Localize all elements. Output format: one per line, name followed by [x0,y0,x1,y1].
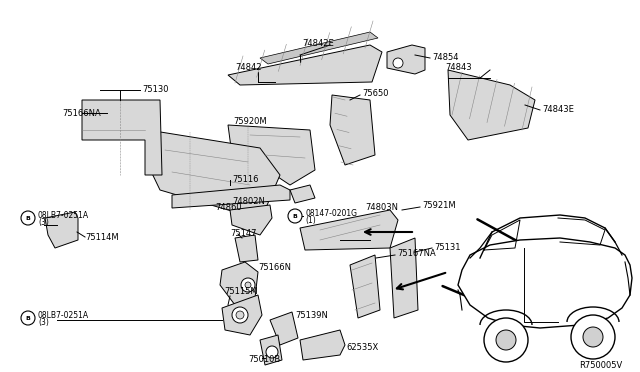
Polygon shape [228,45,382,85]
Polygon shape [290,185,315,203]
Text: 75166N: 75166N [258,263,291,273]
Text: 74842: 74842 [235,64,262,73]
Text: 74803N: 74803N [365,202,398,212]
Text: B: B [26,315,31,321]
Text: 74802N: 74802N [232,198,265,206]
Circle shape [232,307,248,323]
Text: 75920M: 75920M [233,116,267,125]
Polygon shape [222,295,262,335]
Text: 74854: 74854 [432,52,458,61]
Polygon shape [220,262,258,305]
Text: 08LB7-0251A: 08LB7-0251A [38,211,89,219]
Text: 75116: 75116 [232,174,259,183]
Polygon shape [172,185,290,208]
Polygon shape [45,212,78,248]
Text: 74860: 74860 [215,203,242,212]
Text: 75167NA: 75167NA [397,248,436,257]
Text: 75139N: 75139N [295,311,328,321]
Polygon shape [387,45,425,74]
Text: 62535X: 62535X [346,343,378,352]
Polygon shape [458,238,632,328]
Text: R750005V: R750005V [579,360,622,369]
Circle shape [583,327,603,347]
Text: 74843E: 74843E [542,106,574,115]
Text: 08LB7-0251A: 08LB7-0251A [38,311,89,320]
Circle shape [241,278,255,292]
Polygon shape [148,130,280,215]
Polygon shape [228,125,315,185]
Text: B: B [292,214,298,218]
Polygon shape [230,205,272,235]
Text: 75130: 75130 [142,86,168,94]
Text: 75147: 75147 [230,228,257,237]
Polygon shape [82,100,162,175]
Polygon shape [260,335,282,365]
Text: (3): (3) [38,218,49,228]
Text: 75921M: 75921M [422,202,456,211]
Text: 75131: 75131 [434,243,461,251]
Text: (1): (1) [305,217,316,225]
Polygon shape [235,235,258,262]
Text: 75114M: 75114M [85,234,118,243]
Polygon shape [260,32,378,64]
Polygon shape [350,255,380,318]
Circle shape [496,330,516,350]
Circle shape [288,209,302,223]
Text: 74842E: 74842E [302,38,333,48]
Text: 74843: 74843 [445,62,472,71]
Text: 75010B: 75010B [248,356,280,365]
Text: B: B [26,215,31,221]
Circle shape [245,282,251,288]
Polygon shape [270,312,298,345]
Polygon shape [448,70,535,140]
Text: 08147-0201G: 08147-0201G [305,208,357,218]
Polygon shape [330,95,375,165]
Circle shape [236,311,244,319]
Circle shape [571,315,615,359]
Circle shape [21,311,35,325]
Text: 75650: 75650 [362,89,388,97]
Text: 75166NA: 75166NA [62,109,100,118]
Polygon shape [390,238,418,318]
Text: 75115M: 75115M [224,288,258,296]
Text: (3): (3) [38,318,49,327]
Circle shape [21,211,35,225]
Polygon shape [300,210,398,250]
Polygon shape [300,330,345,360]
Circle shape [484,318,528,362]
Circle shape [393,58,403,68]
Circle shape [266,346,278,358]
